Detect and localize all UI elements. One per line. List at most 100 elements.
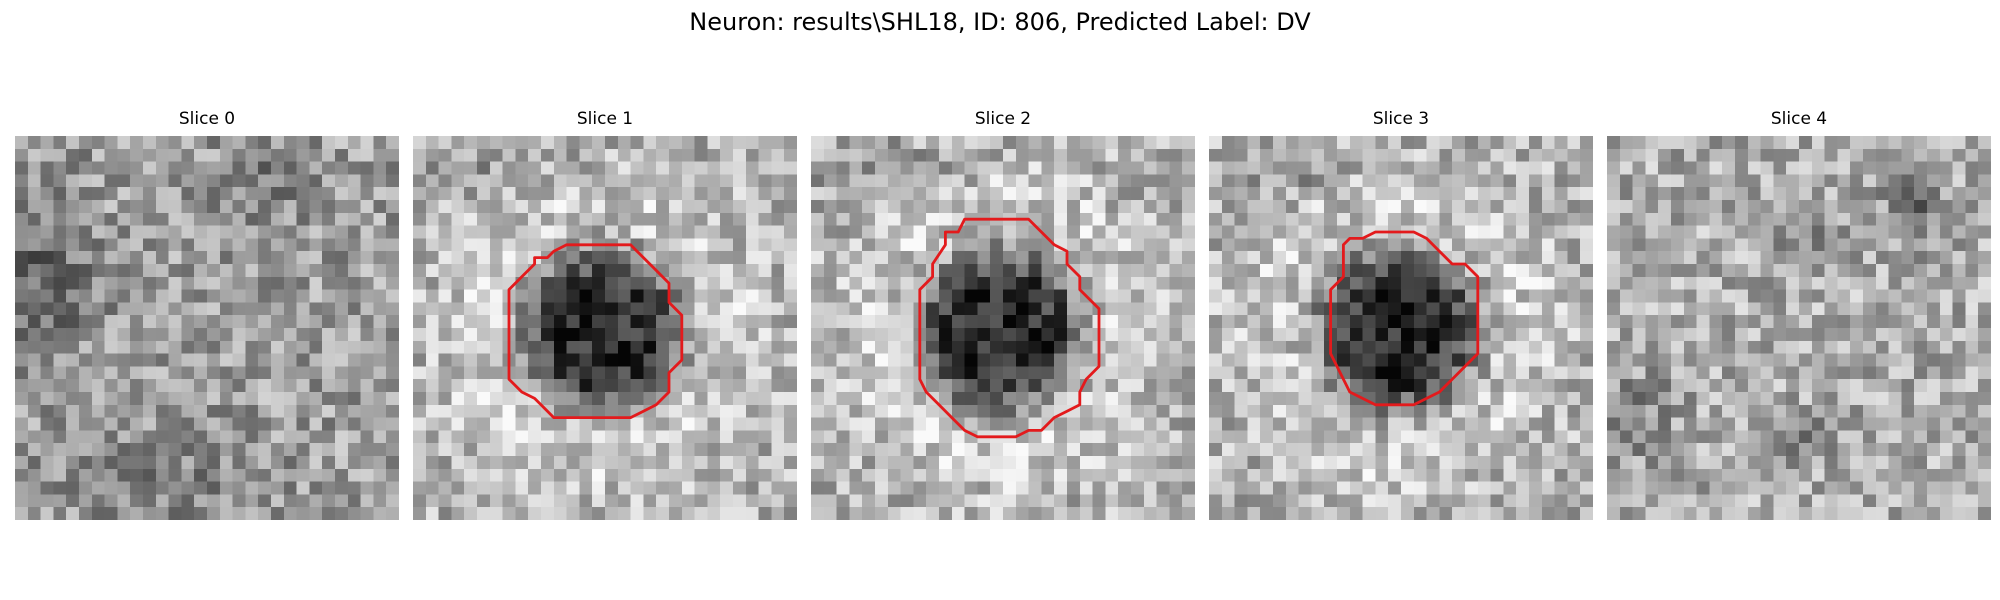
pixel: [1490, 443, 1504, 457]
pixel: [926, 238, 940, 252]
pixel: [15, 212, 29, 226]
pixel: [413, 494, 427, 508]
pixel: [733, 251, 747, 265]
pixel: [1632, 417, 1646, 431]
pixel: [347, 315, 361, 329]
pixel: [784, 404, 797, 418]
pixel: [875, 289, 889, 303]
pixel: [1554, 443, 1568, 457]
pixel: [1388, 494, 1402, 508]
pixel: [1247, 328, 1261, 342]
pixel: [489, 225, 503, 239]
pixel: [1298, 161, 1312, 175]
pixel: [1169, 174, 1183, 188]
pixel: [900, 264, 914, 278]
pixel: [720, 417, 734, 431]
pixel: [1015, 417, 1029, 431]
pixel: [1863, 430, 1877, 444]
pixel: [1452, 251, 1466, 265]
pixel: [951, 148, 965, 162]
pixel: [849, 276, 863, 290]
pixel: [1375, 251, 1389, 265]
pixel: [643, 238, 657, 252]
pixel: [386, 456, 399, 470]
pixel: [1811, 302, 1825, 316]
pixel: [1863, 379, 1877, 393]
pixel: [733, 417, 747, 431]
pixel: [1799, 456, 1813, 470]
pixel: [1580, 289, 1593, 303]
pixel: [1452, 404, 1466, 418]
pixel: [1477, 430, 1491, 444]
pixel: [219, 328, 233, 342]
pixel: [451, 392, 465, 406]
pixel: [104, 302, 118, 316]
pixel: [322, 238, 336, 252]
pixel: [1003, 225, 1017, 239]
pixel: [1503, 289, 1517, 303]
pixel: [1735, 289, 1749, 303]
pixel: [1401, 443, 1415, 457]
pixel: [784, 507, 797, 520]
pixel: [784, 315, 797, 329]
pixel: [1799, 225, 1813, 239]
pixel: [1156, 468, 1170, 482]
pixel: [1477, 328, 1491, 342]
pixel: [566, 340, 580, 354]
pixel: [745, 443, 759, 457]
pixel: [553, 468, 567, 482]
pixel: [309, 238, 323, 252]
pixel: [951, 366, 965, 380]
pixel: [733, 315, 747, 329]
pixel: [553, 276, 567, 290]
pixel: [579, 340, 593, 354]
pixel: [707, 404, 721, 418]
pixel: [130, 212, 144, 226]
pixel: [335, 264, 349, 278]
pixel: [1901, 379, 1915, 393]
pixel: [258, 251, 272, 265]
pixel: [335, 136, 349, 150]
pixel: [656, 161, 670, 175]
pixel: [477, 148, 491, 162]
pixel: [1015, 481, 1029, 495]
pixel: [1567, 251, 1581, 265]
pixel: [1811, 328, 1825, 342]
pixel: [1554, 481, 1568, 495]
pixel: [528, 468, 542, 482]
pixel: [1490, 315, 1504, 329]
pixel: [1465, 187, 1479, 201]
pixel: [951, 456, 965, 470]
pixel: [617, 353, 631, 367]
pixel: [53, 148, 67, 162]
pixel: [347, 161, 361, 175]
pixel: [1645, 238, 1659, 252]
pixel: [1169, 238, 1183, 252]
pixel: [1978, 148, 1991, 162]
pixel: [900, 507, 914, 520]
pixel: [1452, 212, 1466, 226]
pixel: [27, 507, 41, 520]
pixel: [1234, 430, 1248, 444]
pixel: [656, 187, 670, 201]
pixel: [823, 507, 837, 520]
pixel: [1554, 238, 1568, 252]
pixel: [875, 507, 889, 520]
pixel: [168, 404, 182, 418]
pixel: [1875, 328, 1889, 342]
pixel: [1439, 392, 1453, 406]
pixel: [1658, 404, 1672, 418]
pixel: [489, 404, 503, 418]
pixel: [1529, 276, 1543, 290]
pixel: [1337, 494, 1351, 508]
pixel: [1105, 302, 1119, 316]
pixel: [836, 481, 850, 495]
pixel: [605, 302, 619, 316]
pixel: [592, 494, 606, 508]
pixel: [296, 302, 310, 316]
pixel: [1426, 366, 1440, 380]
pixel: [1079, 404, 1093, 418]
pixel: [1311, 148, 1325, 162]
pixel: [117, 507, 131, 520]
pixel: [926, 276, 940, 290]
